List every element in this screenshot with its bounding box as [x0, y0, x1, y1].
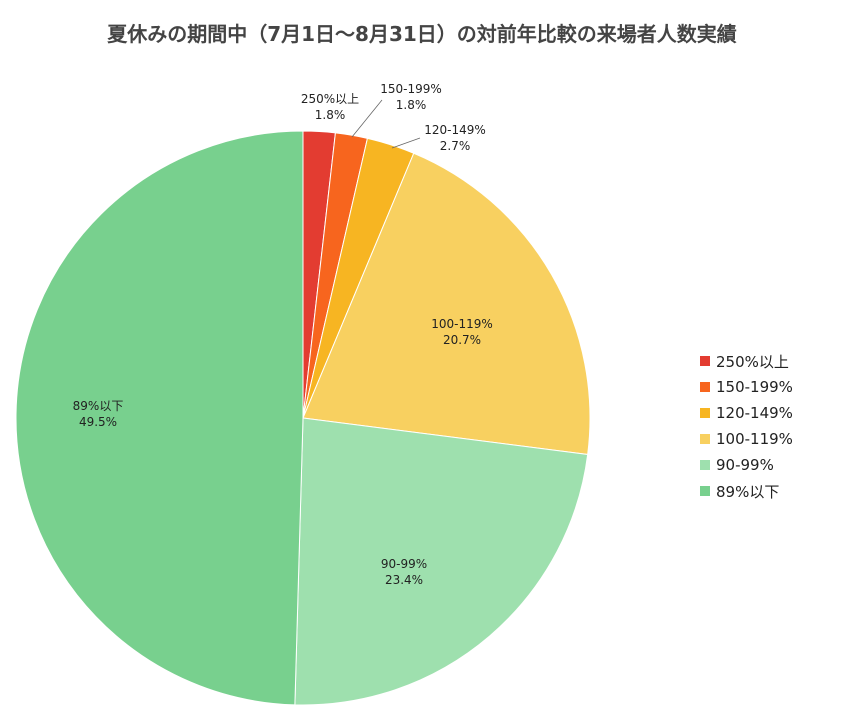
slice-value-label: 1.8%: [315, 108, 346, 122]
pie-slice: [15, 130, 304, 706]
slice-value-label: 2.7%: [440, 139, 471, 153]
label-leader-line: [391, 137, 421, 149]
legend-swatch: [700, 434, 710, 444]
slice-category-label: 120-149%: [424, 123, 486, 137]
slice-category-label: 100-119%: [431, 317, 493, 331]
legend-swatch: [700, 382, 710, 392]
legend-swatch: [700, 486, 710, 496]
slice-value-label: 49.5%: [79, 415, 117, 429]
slice-category-label: 90-99%: [381, 557, 427, 571]
legend-swatch: [700, 356, 710, 366]
slice-category-label: 250%以上: [301, 92, 359, 106]
legend: 250%以上 150-199% 120-149% 100-119% 90-99% 89%以…: [700, 348, 793, 504]
legend-label: 90-99%: [716, 456, 774, 474]
legend-label: 250%以上: [716, 352, 789, 371]
pie-slice: [294, 417, 589, 706]
slice-category-label: 150-199%: [380, 82, 442, 96]
legend-item: 150-199%: [700, 374, 793, 400]
legend-swatch: [700, 460, 710, 470]
legend-item: 89%以下: [700, 478, 793, 504]
legend-item: 100-119%: [700, 426, 793, 452]
pie-slice: [302, 152, 591, 456]
legend-item: 250%以上: [700, 348, 793, 374]
legend-item: 120-149%: [700, 400, 793, 426]
legend-label: 120-149%: [716, 404, 793, 422]
legend-swatch: [700, 408, 710, 418]
slice-value-label: 23.4%: [385, 573, 423, 587]
legend-label: 150-199%: [716, 378, 793, 396]
legend-item: 90-99%: [700, 452, 793, 478]
legend-label: 100-119%: [716, 430, 793, 448]
label-leader-line: [351, 99, 383, 138]
slice-value-label: 1.8%: [396, 98, 427, 112]
slice-category-label: 89%以下: [73, 399, 124, 413]
legend-label: 89%以下: [716, 482, 780, 501]
chart-title: 夏休みの期間中（7月1日〜8月31日）の対前年比較の来場者人数実績: [107, 22, 737, 46]
slice-value-label: 20.7%: [443, 333, 481, 347]
